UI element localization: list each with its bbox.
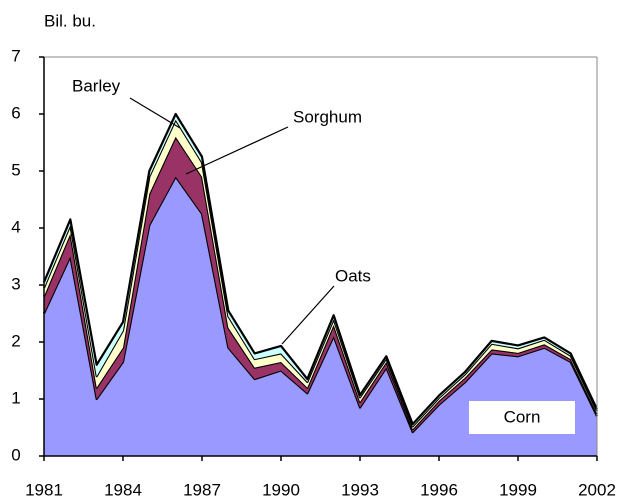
- y-tick-label: 0: [11, 445, 20, 464]
- y-tick-label: 3: [11, 274, 20, 293]
- x-tick-label: 1987: [183, 480, 221, 499]
- area-fill: [44, 176, 597, 456]
- y-axis-label: Bil. bu.: [44, 11, 96, 30]
- x-tick-label: 1993: [341, 480, 379, 499]
- y-tick-label: 4: [11, 217, 20, 236]
- leader-line: [281, 285, 335, 345]
- plot-area: 0 1 2 3 4 5 6 7 1981 1984 1987 1990 1993 1996 1999 2002: [11, 46, 616, 499]
- y-tick-label: 5: [11, 160, 20, 179]
- series-label: Corn: [504, 407, 541, 426]
- area-edge: [42, 112, 598, 426]
- x-tick-label: 1990: [262, 480, 300, 499]
- series-label: Sorghum: [293, 107, 362, 126]
- x-tick-label: 1996: [420, 480, 458, 499]
- x-tick-label: 1984: [104, 480, 142, 499]
- x-tick-label: 1999: [499, 480, 537, 499]
- y-tick-label: 7: [11, 46, 20, 65]
- x-tick-label: 2002: [578, 480, 616, 499]
- leader-line: [129, 97, 181, 129]
- y-tick-label: 1: [11, 388, 20, 407]
- series-label: Oats: [335, 266, 371, 285]
- series-label: Barley: [72, 76, 121, 95]
- annotations: Barley Sorghum Oats Corn: [72, 76, 575, 434]
- leader-line: [185, 126, 289, 175]
- y-tick-label: 2: [11, 331, 20, 350]
- x-tick-label: 1981: [25, 480, 63, 499]
- y-tick-label: 6: [11, 103, 20, 122]
- label-box: [469, 401, 575, 434]
